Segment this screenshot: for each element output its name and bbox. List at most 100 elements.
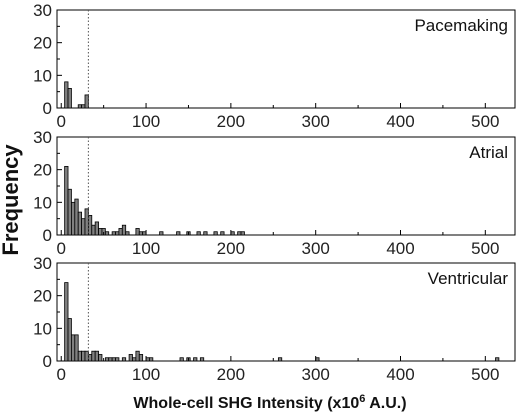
- histogram-bar: [108, 357, 113, 362]
- histogram-bar: [230, 231, 235, 236]
- histogram-bar: [71, 201, 76, 236]
- x-tick-label: 300: [301, 365, 329, 384]
- histogram-bar: [81, 218, 86, 236]
- histogram-bar: [125, 231, 130, 236]
- histogram-bar: [94, 221, 99, 236]
- histogram-bar: [196, 231, 201, 236]
- histogram-bar: [71, 334, 76, 362]
- histogram-bar: [142, 231, 147, 236]
- x-tick-label: 500: [471, 112, 499, 131]
- histogram-bar: [138, 231, 144, 236]
- x-axis-title-superscript: 6: [359, 393, 365, 405]
- y-tick-label: 20: [33, 161, 52, 180]
- y-tick-label: 0: [43, 352, 52, 371]
- histogram-bar: [237, 231, 242, 236]
- histogram-bar: [98, 354, 103, 362]
- histogram-bar: [77, 211, 82, 236]
- x-axis-title-main: Whole-cell SHG Intensity (x10: [133, 395, 359, 412]
- x-tick-label: 200: [217, 239, 245, 258]
- histogram-bar: [87, 214, 93, 236]
- histogram-bar: [199, 357, 205, 362]
- histogram-bar: [132, 357, 137, 362]
- histogram-bar: [203, 231, 208, 236]
- histogram-bar: [277, 357, 283, 362]
- histogram-bar: [111, 231, 116, 236]
- histogram-bar: [84, 94, 89, 109]
- y-tick-label: 10: [33, 319, 52, 338]
- x-tick-label: 100: [132, 365, 160, 384]
- histogram-bar: [315, 357, 320, 362]
- histogram-bar: [104, 357, 110, 362]
- histogram-bar: [138, 354, 144, 362]
- x-tick-label: 300: [301, 239, 329, 258]
- x-tick-label: 0: [57, 365, 66, 384]
- panel-title: Pacemaking: [414, 16, 508, 35]
- histogram-bar: [94, 350, 99, 362]
- histogram-bar: [77, 350, 82, 362]
- histogram-bar: [145, 357, 150, 362]
- y-tick-label: 10: [33, 193, 52, 212]
- x-axis-title-suffix: A.U.): [365, 395, 406, 412]
- x-tick-label: 500: [471, 239, 499, 258]
- histogram-bar: [67, 88, 72, 109]
- histogram-bar: [84, 350, 89, 362]
- histogram-bar: [64, 282, 69, 362]
- histogram-bar: [104, 231, 110, 236]
- histogram-bar: [179, 357, 184, 362]
- histogram-bar: [135, 228, 140, 236]
- panel-title: Atrial: [469, 143, 508, 162]
- histogram-bar: [135, 350, 140, 362]
- panel-title: Ventricular: [428, 269, 509, 288]
- x-tick-label: 400: [386, 239, 414, 258]
- y-tick-label: 30: [33, 128, 52, 147]
- x-tick-label: 300: [301, 112, 329, 131]
- y-tick-label: 20: [33, 34, 52, 53]
- histogram-bar: [121, 224, 127, 236]
- histogram-bar: [176, 231, 181, 236]
- x-tick-label: 200: [217, 112, 245, 131]
- x-tick-label: 400: [386, 365, 414, 384]
- y-tick-label: 30: [33, 254, 52, 273]
- histogram-bar: [67, 188, 72, 236]
- histogram-bar: [81, 104, 86, 109]
- histogram-bar: [81, 350, 86, 362]
- histogram-bar: [84, 208, 89, 236]
- histogram-bar: [91, 224, 96, 236]
- histogram-bar: [115, 231, 120, 236]
- histogram-bar: [64, 81, 69, 109]
- histogram-bar: [118, 228, 123, 236]
- histogram-bar: [91, 350, 96, 362]
- histogram-bar: [495, 357, 500, 362]
- histogram-bar: [149, 357, 154, 362]
- y-tick-label: 0: [43, 226, 52, 245]
- x-tick-label: 500: [471, 365, 499, 384]
- histogram-bar: [87, 354, 93, 362]
- histogram-bar: [74, 198, 79, 236]
- x-tick-label: 0: [57, 112, 66, 131]
- histogram-bar: [213, 231, 218, 236]
- x-tick-label: 100: [132, 239, 160, 258]
- y-tick-label: 20: [33, 287, 52, 306]
- x-tick-label: 100: [132, 112, 160, 131]
- histogram-bar: [111, 357, 116, 362]
- histogram-bar: [220, 231, 225, 236]
- panel-frame: [56, 136, 516, 236]
- histogram-bar: [67, 318, 72, 362]
- y-tick-label: 0: [43, 99, 52, 118]
- histogram-bar: [128, 354, 133, 362]
- histogram-bar: [121, 357, 127, 362]
- y-axis-title: Frequency: [0, 144, 23, 256]
- x-tick-label: 0: [57, 239, 66, 258]
- histogram-bar: [115, 357, 120, 362]
- x-tick-label: 200: [217, 365, 245, 384]
- histogram-bar: [159, 231, 164, 236]
- histogram-bar: [77, 104, 82, 109]
- histogram-bar: [64, 165, 69, 236]
- histogram-bar: [98, 228, 103, 236]
- y-tick-label: 30: [33, 1, 52, 20]
